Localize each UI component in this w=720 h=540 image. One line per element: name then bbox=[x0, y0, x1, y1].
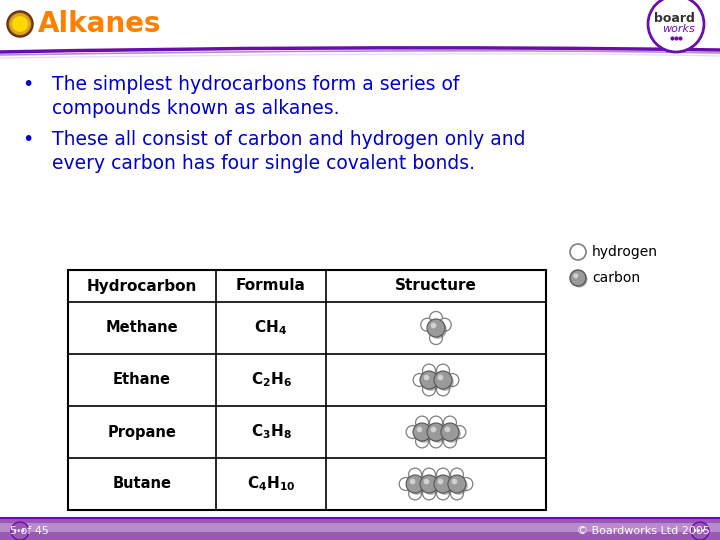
Circle shape bbox=[443, 425, 461, 443]
Circle shape bbox=[451, 478, 457, 484]
Circle shape bbox=[423, 478, 429, 484]
Circle shape bbox=[446, 374, 459, 387]
Text: •: • bbox=[22, 75, 34, 94]
Text: works: works bbox=[662, 24, 694, 34]
Circle shape bbox=[436, 487, 449, 500]
Circle shape bbox=[450, 477, 468, 495]
Text: Methane: Methane bbox=[106, 321, 179, 335]
Circle shape bbox=[415, 425, 433, 443]
Circle shape bbox=[12, 16, 28, 32]
Circle shape bbox=[431, 322, 436, 328]
Circle shape bbox=[441, 423, 459, 441]
Circle shape bbox=[415, 435, 428, 448]
Circle shape bbox=[438, 318, 451, 331]
Circle shape bbox=[423, 468, 436, 481]
Text: Hydrocarbon: Hydrocarbon bbox=[87, 279, 197, 294]
Circle shape bbox=[460, 477, 473, 490]
Text: $\mathbf{CH_4}$: $\mathbf{CH_4}$ bbox=[254, 319, 287, 338]
Text: $\mathbf{C_3H_8}$: $\mathbf{C_3H_8}$ bbox=[251, 423, 292, 441]
Text: These all consist of carbon and hydrogen only and
every carbon has four single c: These all consist of carbon and hydrogen… bbox=[52, 130, 526, 173]
Circle shape bbox=[408, 487, 421, 500]
Circle shape bbox=[415, 416, 428, 429]
Circle shape bbox=[413, 423, 431, 441]
Circle shape bbox=[11, 522, 29, 540]
FancyBboxPatch shape bbox=[68, 270, 546, 510]
Circle shape bbox=[438, 375, 444, 380]
Text: The simplest hydrocarbons form a series of
compounds known as alkanes.: The simplest hydrocarbons form a series … bbox=[52, 75, 459, 118]
Circle shape bbox=[408, 468, 421, 481]
Circle shape bbox=[422, 477, 440, 495]
Circle shape bbox=[430, 332, 443, 345]
Text: carbon: carbon bbox=[592, 271, 640, 285]
Circle shape bbox=[444, 416, 456, 429]
Circle shape bbox=[423, 487, 436, 500]
Circle shape bbox=[444, 427, 450, 433]
Circle shape bbox=[429, 321, 447, 339]
Circle shape bbox=[648, 0, 704, 52]
Text: $\mathbf{C_2H_6}$: $\mathbf{C_2H_6}$ bbox=[251, 370, 292, 389]
Circle shape bbox=[430, 416, 443, 429]
Text: Formula: Formula bbox=[236, 279, 306, 294]
Text: © Boardworks Ltd 2005: © Boardworks Ltd 2005 bbox=[577, 526, 710, 536]
Circle shape bbox=[436, 477, 454, 495]
Circle shape bbox=[423, 375, 429, 380]
Circle shape bbox=[438, 478, 444, 484]
Circle shape bbox=[410, 478, 415, 484]
Circle shape bbox=[427, 423, 445, 441]
Text: board: board bbox=[654, 11, 694, 24]
Circle shape bbox=[448, 475, 466, 493]
Circle shape bbox=[429, 425, 447, 443]
Circle shape bbox=[7, 11, 33, 37]
Text: hydrogen: hydrogen bbox=[592, 245, 658, 259]
Circle shape bbox=[420, 371, 438, 389]
Circle shape bbox=[434, 475, 452, 493]
Circle shape bbox=[9, 13, 31, 35]
Circle shape bbox=[399, 477, 412, 490]
Circle shape bbox=[434, 371, 452, 389]
Circle shape bbox=[406, 475, 424, 493]
Circle shape bbox=[413, 374, 426, 387]
Text: Ethane: Ethane bbox=[113, 373, 171, 388]
Circle shape bbox=[431, 427, 436, 433]
Circle shape bbox=[408, 477, 426, 495]
Circle shape bbox=[451, 468, 464, 481]
Text: Structure: Structure bbox=[395, 279, 477, 294]
Circle shape bbox=[423, 364, 436, 377]
Circle shape bbox=[436, 364, 449, 377]
Text: Propane: Propane bbox=[107, 424, 176, 440]
Text: Butane: Butane bbox=[112, 476, 171, 491]
FancyBboxPatch shape bbox=[0, 523, 720, 532]
Circle shape bbox=[422, 373, 440, 391]
Text: •: • bbox=[22, 130, 34, 149]
Text: $\mathbf{C_4H_{10}}$: $\mathbf{C_4H_{10}}$ bbox=[247, 475, 295, 494]
Circle shape bbox=[451, 487, 464, 500]
Circle shape bbox=[570, 244, 586, 260]
Circle shape bbox=[570, 270, 586, 286]
Circle shape bbox=[453, 426, 466, 438]
Circle shape bbox=[436, 383, 449, 396]
Circle shape bbox=[420, 318, 433, 331]
Circle shape bbox=[423, 383, 436, 396]
Text: Alkanes: Alkanes bbox=[38, 10, 161, 38]
Circle shape bbox=[572, 272, 588, 287]
Circle shape bbox=[420, 475, 438, 493]
Circle shape bbox=[436, 373, 454, 391]
Circle shape bbox=[691, 522, 709, 540]
Text: •••: ••• bbox=[13, 526, 27, 536]
Circle shape bbox=[430, 435, 443, 448]
Text: 5 of 45: 5 of 45 bbox=[10, 526, 49, 536]
Circle shape bbox=[427, 319, 445, 337]
Circle shape bbox=[430, 312, 443, 325]
Circle shape bbox=[573, 273, 578, 278]
Circle shape bbox=[444, 435, 456, 448]
Circle shape bbox=[406, 426, 419, 438]
Circle shape bbox=[417, 427, 423, 433]
Text: •••: ••• bbox=[693, 526, 707, 536]
Circle shape bbox=[436, 468, 449, 481]
FancyBboxPatch shape bbox=[0, 518, 720, 540]
